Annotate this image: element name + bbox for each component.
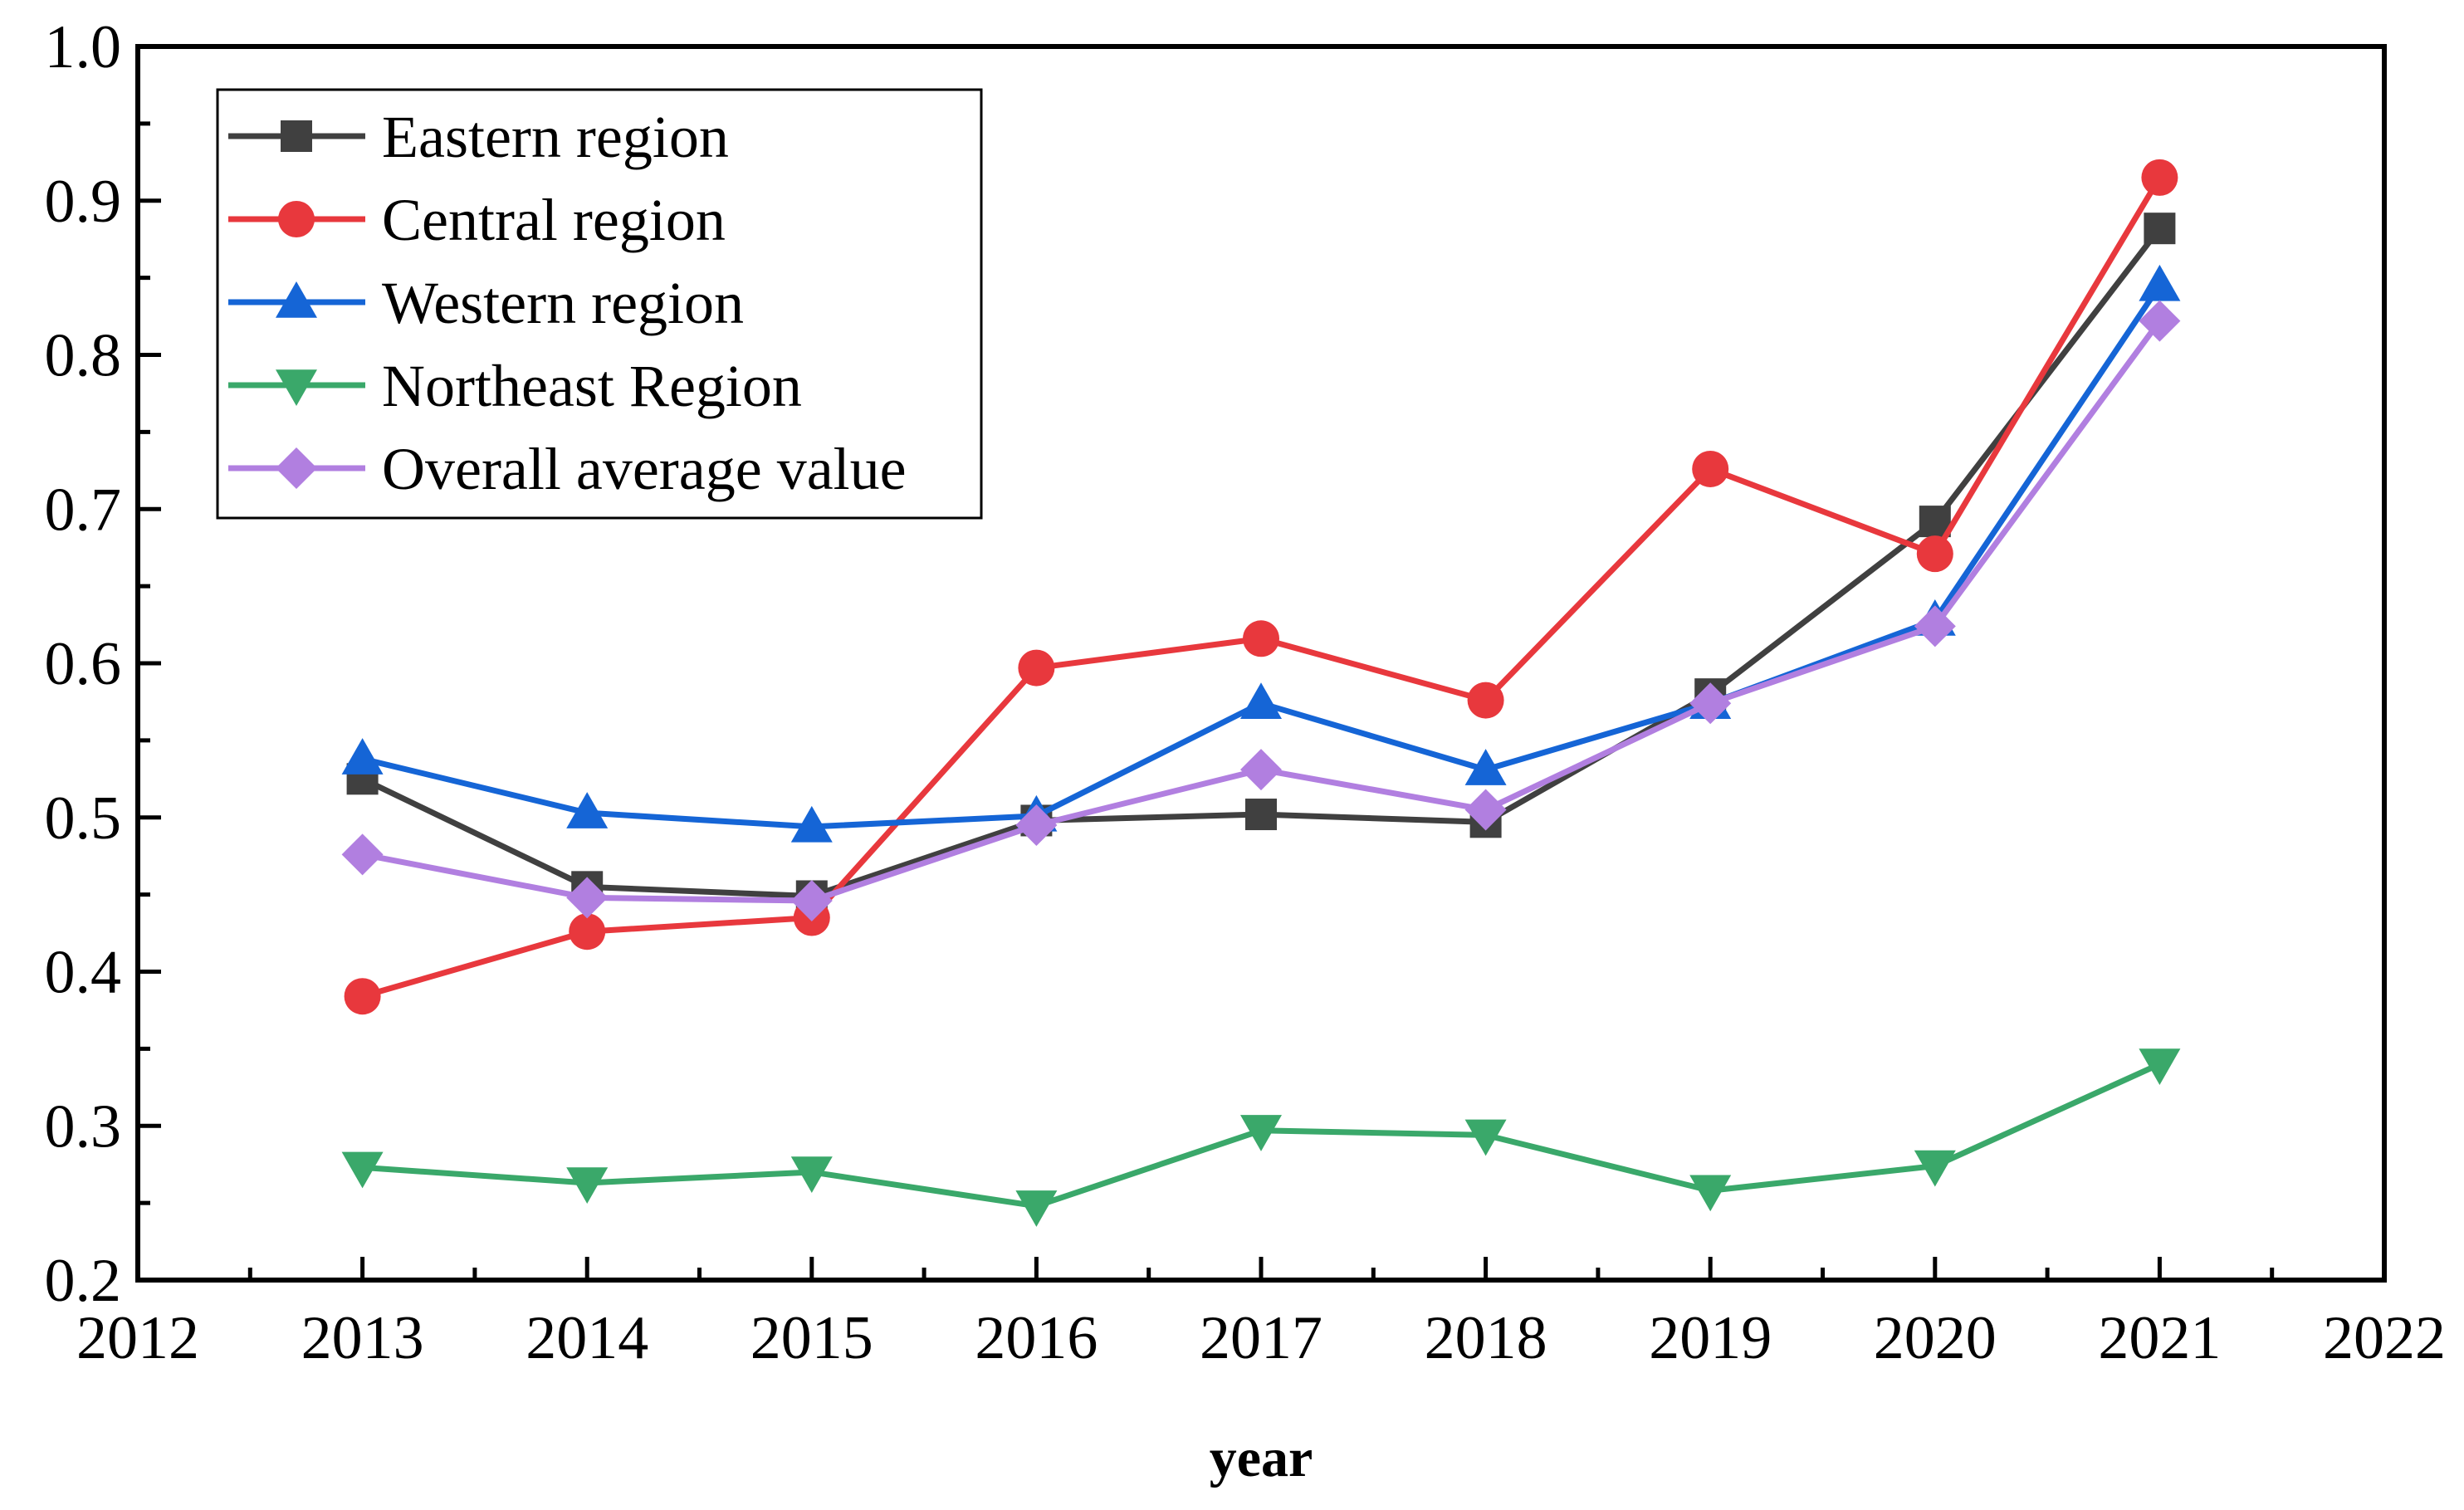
data-point-northeast-region-2018: [1464, 1119, 1507, 1156]
data-point-western-region-2014: [566, 792, 609, 828]
legend-marker-western-region: [276, 281, 317, 318]
data-point-northeast-region-2016: [1015, 1190, 1058, 1227]
x-tick-label: 2019: [1649, 1304, 1772, 1372]
data-point-western-region-2021: [2139, 264, 2181, 301]
x-axis-title: year: [1210, 1428, 1313, 1488]
legend-marker-overall-average-value: [276, 447, 317, 489]
legend: Eastern region Central region Western regi…: [216, 88, 983, 520]
legend-label-central-region: Central region: [382, 187, 726, 253]
y-tick-label: 0.9: [45, 168, 122, 236]
data-point-northeast-region-2015: [790, 1156, 833, 1193]
data-point-western-region-2017: [1240, 682, 1282, 720]
legend-marker-eastern-region: [281, 120, 312, 152]
data-point-northeast-region-2021: [2139, 1048, 2181, 1085]
x-tick-label: 2021: [2098, 1304, 2221, 1372]
data-point-eastern-region-2021: [2144, 213, 2176, 245]
data-point-overall-average-value-2014: [566, 877, 609, 919]
data-point-overall-average-value-2017: [1240, 749, 1282, 791]
legend-box: [216, 88, 983, 520]
data-point-overall-average-value-2021: [2139, 300, 2181, 342]
x-tick-label: 2015: [750, 1304, 873, 1372]
x-tick-label: 2017: [1200, 1304, 1322, 1372]
data-point-central-region-2018: [1467, 682, 1504, 719]
legend-marker-northeast-region: [276, 369, 317, 406]
y-tick-label: 0.8: [45, 322, 122, 390]
data-point-central-region-2020: [1916, 535, 1953, 573]
y-tick-label: 0.2: [45, 1247, 122, 1315]
data-point-overall-average-value-2016: [1015, 804, 1058, 847]
data-point-western-region-2015: [790, 805, 833, 843]
data-point-central-region-2013: [344, 978, 381, 1015]
legend-label-western-region: Western region: [382, 270, 744, 336]
data-point-northeast-region-2017: [1240, 1115, 1282, 1151]
y-tick-label: 0.5: [45, 784, 122, 853]
data-point-central-region-2019: [1692, 450, 1729, 487]
data-point-central-region-2021: [2141, 159, 2178, 196]
legend-label-northeast-region: Northeast Region: [382, 353, 802, 419]
y-tick-label: 0.6: [45, 630, 122, 698]
y-tick-label: 0.4: [45, 939, 122, 1007]
data-point-overall-average-value-2020: [1914, 605, 1956, 647]
x-tick-label: 2013: [301, 1304, 424, 1372]
y-tick-label: 0.7: [45, 476, 122, 544]
x-tick-label: 2016: [975, 1304, 1098, 1372]
x-tick-label: 2012: [76, 1304, 199, 1372]
data-point-overall-average-value-2015: [790, 880, 833, 922]
axes: 2012 2013 2014 2015 2016 2017 2018 2019 2020 2021…: [45, 13, 2447, 1372]
legend-label-overall-average-value: Overall average value: [382, 436, 907, 502]
x-tick-label: 2022: [2323, 1304, 2446, 1372]
data-point-central-region-2016: [1018, 649, 1055, 687]
data-point-northeast-region-2013: [341, 1151, 384, 1189]
x-tick-label: 2020: [1874, 1304, 1997, 1372]
data-point-overall-average-value-2019: [1689, 682, 1732, 725]
data-point-western-region-2013: [341, 738, 384, 775]
y-tick-label: 1.0: [45, 13, 122, 81]
legend-label-eastern-region: Eastern region: [382, 104, 729, 170]
data-point-central-region-2014: [569, 913, 606, 950]
legend-marker-central-region: [278, 201, 315, 237]
y-tick-label: 0.3: [45, 1092, 122, 1161]
x-tick-label: 2014: [526, 1304, 648, 1372]
data-point-overall-average-value-2013: [341, 833, 384, 876]
data-point-northeast-region-2020: [1914, 1150, 1956, 1187]
data-point-northeast-region-2019: [1689, 1175, 1732, 1212]
data-point-central-region-2017: [1243, 620, 1279, 657]
x-tick-label: 2018: [1425, 1304, 1547, 1372]
data-point-eastern-region-2017: [1245, 799, 1277, 831]
data-point-overall-average-value-2018: [1464, 789, 1507, 831]
data-point-western-region-2018: [1464, 749, 1507, 785]
data-point-northeast-region-2014: [566, 1167, 609, 1204]
plot-series: [341, 159, 2181, 1227]
